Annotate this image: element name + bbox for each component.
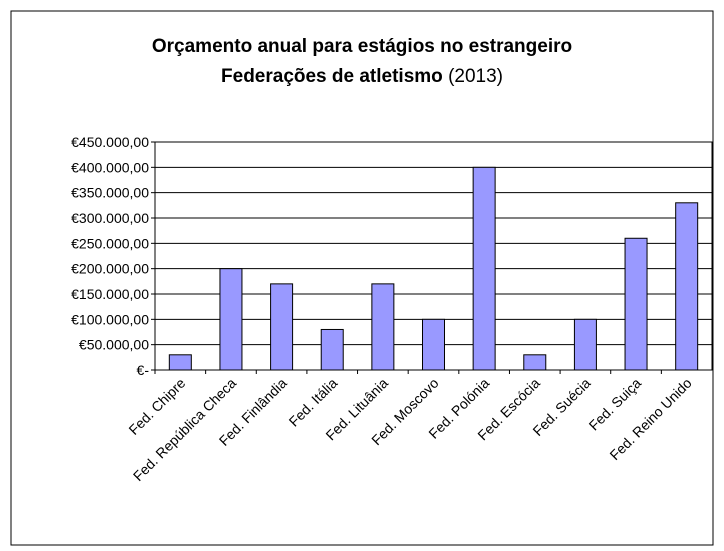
y-tick-label: €50.000,00: [79, 337, 149, 353]
y-tick-label: €400.000,00: [71, 159, 149, 175]
bar: [219, 268, 243, 371]
chart-title: Orçamento anual para estágios no estrang…: [152, 36, 572, 57]
bar: [573, 318, 597, 371]
y-tick-label: €-: [137, 362, 150, 378]
y-tick-label: €200.000,00: [71, 261, 149, 277]
y-tick-label: €300.000,00: [71, 210, 149, 226]
y-tick-label: €450.000,00: [71, 134, 149, 150]
bar: [523, 354, 547, 371]
bar: [168, 354, 192, 371]
subtitle-main: Federações de atletismo: [221, 66, 443, 87]
y-tick-label: €150.000,00: [71, 286, 149, 302]
bar: [320, 328, 344, 371]
bar: [472, 166, 496, 371]
bar: [675, 202, 699, 371]
bar: [270, 283, 294, 371]
y-tick-label: €350.000,00: [71, 185, 149, 201]
bar: [624, 237, 648, 371]
y-tick-label: €100.000,00: [71, 311, 149, 327]
bar: [371, 283, 395, 371]
bar: [422, 318, 445, 371]
y-tick-label: €250.000,00: [71, 235, 149, 251]
chart-frame: [10, 10, 714, 546]
subtitle-note: (2013): [448, 66, 503, 87]
chart-subtitle: Federações de atletismo (2013): [221, 66, 503, 87]
